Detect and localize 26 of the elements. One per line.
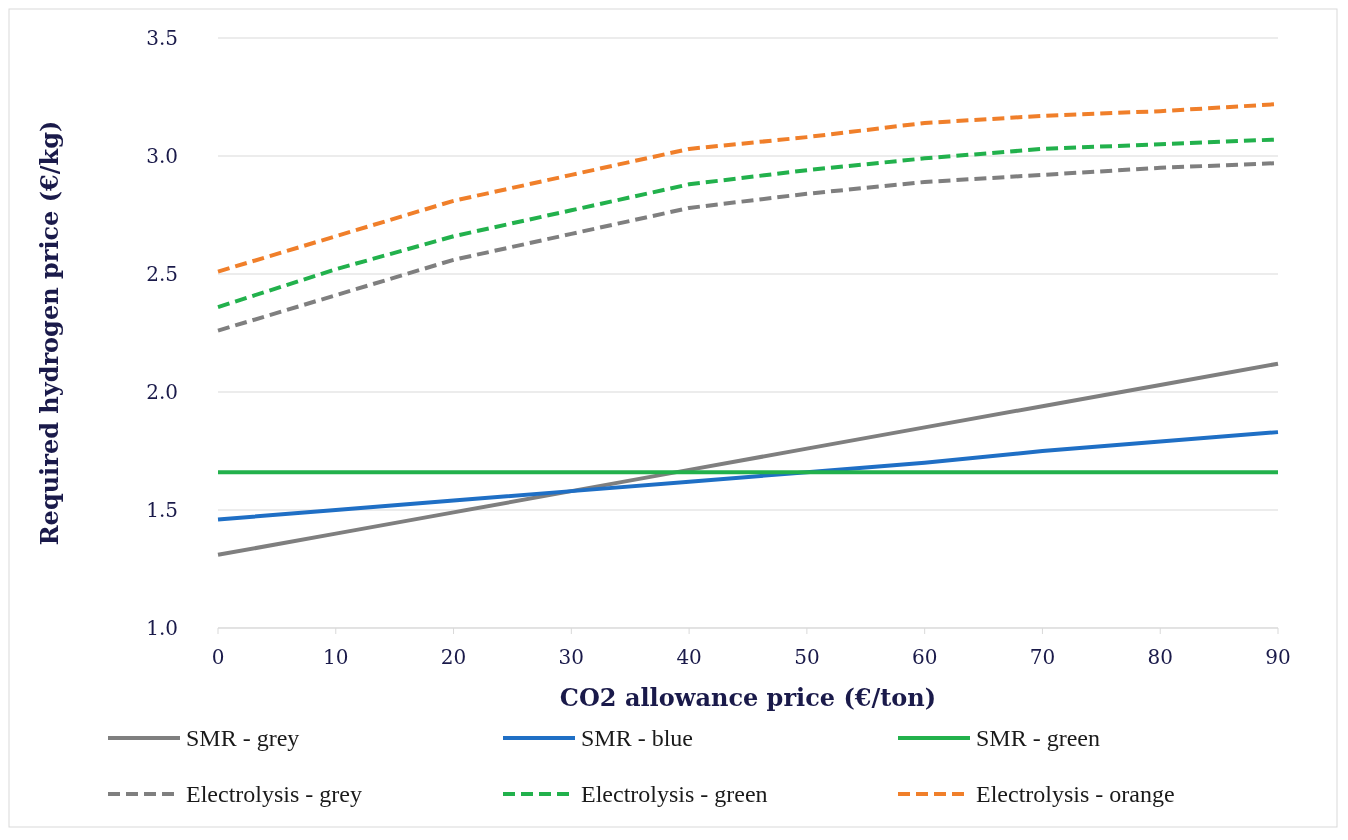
line-series <box>216 361 1280 557</box>
x-tick-label: 40 <box>676 645 702 669</box>
line-series <box>216 430 1280 522</box>
legend-label: SMR - blue <box>581 725 694 752</box>
y-axis-title: Required hydrogen price (€/kg) <box>35 120 64 546</box>
legend-label: SMR - green <box>976 725 1100 752</box>
x-tick-label: 20 <box>440 645 467 669</box>
legend-label: SMR - grey <box>186 725 300 752</box>
y-tick-label: 3.5 <box>146 26 178 50</box>
x-tick-label: 70 <box>1029 645 1056 669</box>
legend-label: Electrolysis - grey <box>186 781 362 808</box>
x-tick-label: 0 <box>211 645 225 669</box>
y-tick-label: 1.5 <box>146 498 178 522</box>
y-tick-label: 1.0 <box>146 616 178 640</box>
legend-label: Electrolysis - green <box>581 781 768 808</box>
x-tick-label: 50 <box>794 645 820 669</box>
legend-label: Electrolysis - orange <box>976 781 1175 808</box>
y-tick-label: 2.0 <box>146 380 178 404</box>
x-tick-label: 10 <box>323 645 349 669</box>
y-tick-label: 2.5 <box>146 262 178 286</box>
x-tick-label: 30 <box>558 645 585 669</box>
x-axis-title: CO2 allowance price (€/ton) <box>559 683 937 712</box>
y-tick-label: 3.0 <box>146 144 178 168</box>
x-tick-label: 90 <box>1265 645 1291 669</box>
x-tick-label: 60 <box>911 645 938 669</box>
x-tick-label: 80 <box>1147 645 1173 669</box>
